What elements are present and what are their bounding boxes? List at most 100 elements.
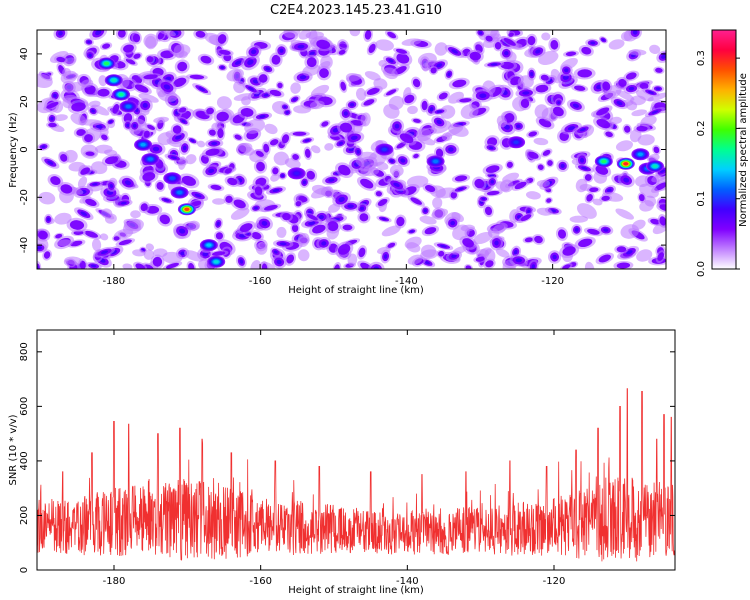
- heatmap-cell: [337, 120, 355, 135]
- heatmap-cell: [411, 117, 423, 124]
- heatmap-cell: [527, 67, 537, 81]
- heatmap-cell: [290, 41, 312, 53]
- heatmap-cell: [91, 238, 102, 252]
- heatmap-cell: [211, 122, 221, 131]
- heatmap-cell: [273, 239, 294, 249]
- heatmap-cell: [242, 83, 260, 95]
- colorbar-ticks: 0.0 0.1 0.2 0.3: [696, 50, 740, 277]
- heatmap-hotspot: [134, 138, 153, 151]
- heatmap-cell: [419, 215, 437, 225]
- heatmap-cell: [420, 244, 437, 258]
- heatmap-cell: [445, 250, 463, 262]
- heatmap-cell: [275, 44, 288, 58]
- heatmap-cell: [253, 159, 268, 174]
- heatmap-cell: [145, 54, 155, 64]
- heatmap-cell: [407, 254, 423, 265]
- heatmap-hotspot: [112, 88, 131, 101]
- heatmap-cell: [340, 223, 355, 232]
- heatmap-cell: [81, 79, 94, 88]
- heatmap-cell: [540, 148, 553, 158]
- heatmap-cell: [283, 30, 301, 39]
- heatmap-cell: [538, 73, 551, 83]
- heatmap-cell: [483, 204, 494, 218]
- heatmap-cell: [122, 219, 144, 235]
- heatmap-cell: [164, 153, 184, 162]
- heatmap-x-ticks: -180 -160 -140 -120: [102, 30, 564, 287]
- heatmap-cell: [157, 30, 176, 37]
- heatmap-hotspot: [616, 157, 635, 170]
- snr-panel: -180 -160 -140 -120 0 200 400 600 800 Height of…: [8, 329, 676, 596]
- heatmap-cell: [275, 81, 285, 90]
- colorbar-tick-label: 0.3: [696, 50, 707, 66]
- heatmap-cell: [346, 73, 362, 82]
- heatmap-cell: [264, 123, 278, 135]
- heatmap-cell: [656, 50, 666, 63]
- heatmap-cell: [188, 189, 209, 202]
- heatmap-cell: [613, 260, 634, 269]
- heatmap-cell: [337, 42, 349, 49]
- heatmap-cell: [655, 250, 666, 264]
- heatmap-cell: [401, 92, 417, 106]
- heatmap-cell: [74, 207, 94, 221]
- heatmap-cell: [143, 249, 155, 260]
- heatmap-cell: [334, 241, 354, 258]
- heatmap-hotspot: [177, 203, 196, 216]
- heatmap-cell: [193, 30, 208, 40]
- heatmap-cell: [349, 30, 361, 37]
- heatmap-cell: [137, 98, 153, 113]
- heatmap-hotspot: [646, 160, 664, 173]
- heatmap-cell: [464, 264, 473, 269]
- heatmap-cell: [448, 124, 469, 137]
- heatmap-cell: [213, 217, 223, 230]
- heatmap-cell: [142, 128, 152, 140]
- snr-y-tick-label: 400: [19, 451, 30, 470]
- snr-y-tick-label: 200: [19, 506, 30, 525]
- heatmap-cell: [324, 189, 339, 197]
- heatmap-cell: [357, 211, 371, 224]
- heatmap-cell: [383, 87, 399, 97]
- heatmap-cell: [310, 84, 330, 98]
- heatmap-cell: [42, 249, 52, 261]
- heatmap-cell: [138, 93, 159, 103]
- heatmap-cell: [505, 160, 515, 170]
- heatmap-cell: [649, 44, 661, 55]
- heatmap-cell: [406, 228, 418, 235]
- heatmap-cell: [187, 136, 199, 145]
- heatmap-cell: [236, 220, 256, 235]
- heatmap-cell: [192, 83, 212, 96]
- heatmap-y-tick-label: 20: [19, 95, 30, 108]
- heatmap-hotspot: [507, 136, 526, 149]
- heatmap-cell: [603, 130, 615, 139]
- heatmap-cell: [647, 92, 666, 102]
- heatmap-cell: [87, 106, 99, 116]
- heatmap-cell: [637, 134, 655, 146]
- snr-x-tick-label: -140: [396, 576, 419, 587]
- heatmap-cell: [569, 215, 588, 223]
- heatmap-cell: [536, 207, 553, 216]
- heatmap-cell: [499, 46, 513, 60]
- heatmap-cell: [336, 48, 348, 56]
- heatmap-cell: [385, 241, 398, 250]
- heatmap-cell: [216, 48, 234, 57]
- heatmap-cell: [356, 245, 368, 260]
- heatmap-cell: [536, 179, 550, 188]
- heatmap-cell: [417, 135, 436, 146]
- heatmap-cell: [482, 163, 503, 175]
- heatmap-cell: [442, 142, 460, 157]
- heatmap-cell: [631, 219, 646, 231]
- heatmap-cell: [384, 30, 399, 40]
- heatmap-cell: [644, 107, 666, 118]
- heatmap-cell: [387, 178, 407, 192]
- heatmap-cell: [261, 64, 275, 74]
- heatmap-cell: [293, 105, 312, 114]
- heatmap-cell: [393, 47, 410, 55]
- heatmap-cell: [81, 229, 102, 240]
- heatmap-cell: [334, 138, 348, 148]
- heatmap-hotspot: [199, 239, 218, 252]
- heatmap-cell: [576, 203, 597, 219]
- heatmap-cell: [550, 68, 562, 84]
- heatmap-cell: [373, 78, 388, 90]
- heatmap-cell: [356, 176, 377, 191]
- heatmap-cell: [101, 154, 122, 167]
- heatmap-cell: [566, 99, 585, 113]
